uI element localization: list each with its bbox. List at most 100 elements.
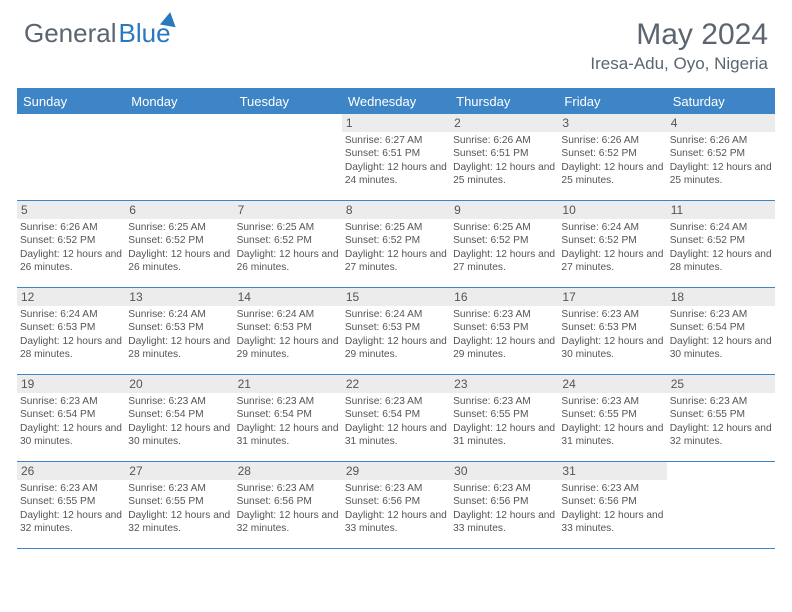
sunset-line: Sunset: 6:54 PM: [128, 408, 230, 421]
empty-cell: [667, 462, 775, 480]
sunrise-line: Sunrise: 6:23 AM: [237, 395, 339, 408]
sunset-line: Sunset: 6:51 PM: [345, 147, 447, 160]
sunrise-line: Sunrise: 6:25 AM: [453, 221, 555, 234]
week-row: 19Sunrise: 6:23 AMSunset: 6:54 PMDayligh…: [17, 375, 775, 462]
daylight-line: Daylight: 12 hours and 30 minutes.: [561, 335, 663, 362]
sunset-line: Sunset: 6:53 PM: [128, 321, 230, 334]
day-number: 11: [667, 201, 775, 219]
calendar-cell: 23Sunrise: 6:23 AMSunset: 6:55 PMDayligh…: [450, 375, 558, 461]
sunrise-line: Sunrise: 6:24 AM: [561, 221, 663, 234]
calendar-cell: 11Sunrise: 6:24 AMSunset: 6:52 PMDayligh…: [667, 201, 775, 287]
calendar-cell: 17Sunrise: 6:23 AMSunset: 6:53 PMDayligh…: [558, 288, 666, 374]
cell-body: Sunrise: 6:24 AMSunset: 6:53 PMDaylight:…: [125, 306, 233, 366]
day-number: 24: [558, 375, 666, 393]
day-number: 7: [234, 201, 342, 219]
sunrise-line: Sunrise: 6:24 AM: [20, 308, 122, 321]
sunrise-line: Sunrise: 6:24 AM: [237, 308, 339, 321]
cell-body: Sunrise: 6:23 AMSunset: 6:54 PMDaylight:…: [17, 393, 125, 453]
sunrise-line: Sunrise: 6:26 AM: [20, 221, 122, 234]
header: General Blue May 2024 Iresa-Adu, Oyo, Ni…: [0, 0, 792, 82]
calendar-cell: 2Sunrise: 6:26 AMSunset: 6:51 PMDaylight…: [450, 114, 558, 200]
day-header: Thursday: [450, 90, 558, 114]
sunrise-line: Sunrise: 6:24 AM: [128, 308, 230, 321]
daylight-line: Daylight: 12 hours and 31 minutes.: [561, 422, 663, 449]
daylight-line: Daylight: 12 hours and 26 minutes.: [20, 248, 122, 275]
week-row: 5Sunrise: 6:26 AMSunset: 6:52 PMDaylight…: [17, 201, 775, 288]
calendar-cell: 30Sunrise: 6:23 AMSunset: 6:56 PMDayligh…: [450, 462, 558, 548]
day-number: 8: [342, 201, 450, 219]
calendar-cell: 13Sunrise: 6:24 AMSunset: 6:53 PMDayligh…: [125, 288, 233, 374]
cell-body: Sunrise: 6:26 AMSunset: 6:52 PMDaylight:…: [17, 219, 125, 279]
sunset-line: Sunset: 6:52 PM: [670, 234, 772, 247]
sunrise-line: Sunrise: 6:23 AM: [345, 482, 447, 495]
day-number: 13: [125, 288, 233, 306]
daylight-line: Daylight: 12 hours and 26 minutes.: [237, 248, 339, 275]
calendar-cell: 27Sunrise: 6:23 AMSunset: 6:55 PMDayligh…: [125, 462, 233, 548]
sunrise-line: Sunrise: 6:26 AM: [670, 134, 772, 147]
sunrise-line: Sunrise: 6:24 AM: [670, 221, 772, 234]
cell-body: Sunrise: 6:23 AMSunset: 6:56 PMDaylight:…: [234, 480, 342, 540]
day-number: 31: [558, 462, 666, 480]
cell-body: Sunrise: 6:23 AMSunset: 6:55 PMDaylight:…: [558, 393, 666, 453]
location: Iresa-Adu, Oyo, Nigeria: [590, 54, 768, 74]
day-header: Sunday: [17, 90, 125, 114]
sunrise-line: Sunrise: 6:23 AM: [453, 482, 555, 495]
daylight-line: Daylight: 12 hours and 29 minutes.: [237, 335, 339, 362]
sunset-line: Sunset: 6:55 PM: [20, 495, 122, 508]
calendar-cell: 16Sunrise: 6:23 AMSunset: 6:53 PMDayligh…: [450, 288, 558, 374]
calendar-cell: 8Sunrise: 6:25 AMSunset: 6:52 PMDaylight…: [342, 201, 450, 287]
sunrise-line: Sunrise: 6:23 AM: [128, 482, 230, 495]
daylight-line: Daylight: 12 hours and 31 minutes.: [453, 422, 555, 449]
day-number: 12: [17, 288, 125, 306]
cell-body: Sunrise: 6:23 AMSunset: 6:56 PMDaylight:…: [342, 480, 450, 540]
day-number: 2: [450, 114, 558, 132]
daylight-line: Daylight: 12 hours and 26 minutes.: [128, 248, 230, 275]
sunrise-line: Sunrise: 6:23 AM: [561, 482, 663, 495]
day-number: 29: [342, 462, 450, 480]
sunset-line: Sunset: 6:51 PM: [453, 147, 555, 160]
calendar-cell: [17, 114, 125, 200]
calendar-cell: 10Sunrise: 6:24 AMSunset: 6:52 PMDayligh…: [558, 201, 666, 287]
cell-body: Sunrise: 6:25 AMSunset: 6:52 PMDaylight:…: [450, 219, 558, 279]
calendar-cell: 7Sunrise: 6:25 AMSunset: 6:52 PMDaylight…: [234, 201, 342, 287]
sunset-line: Sunset: 6:52 PM: [128, 234, 230, 247]
month-title: May 2024: [590, 18, 768, 52]
cell-body: Sunrise: 6:23 AMSunset: 6:53 PMDaylight:…: [558, 306, 666, 366]
day-number: 6: [125, 201, 233, 219]
cell-body: Sunrise: 6:23 AMSunset: 6:55 PMDaylight:…: [125, 480, 233, 540]
sunrise-line: Sunrise: 6:23 AM: [670, 395, 772, 408]
sunset-line: Sunset: 6:55 PM: [561, 408, 663, 421]
daylight-line: Daylight: 12 hours and 33 minutes.: [345, 509, 447, 536]
daylight-line: Daylight: 12 hours and 27 minutes.: [561, 248, 663, 275]
daylight-line: Daylight: 12 hours and 24 minutes.: [345, 161, 447, 188]
week-row: 1Sunrise: 6:27 AMSunset: 6:51 PMDaylight…: [17, 114, 775, 201]
day-number: 5: [17, 201, 125, 219]
sunset-line: Sunset: 6:53 PM: [453, 321, 555, 334]
daylight-line: Daylight: 12 hours and 28 minutes.: [128, 335, 230, 362]
sunset-line: Sunset: 6:52 PM: [237, 234, 339, 247]
sunrise-line: Sunrise: 6:23 AM: [561, 308, 663, 321]
cell-body: Sunrise: 6:23 AMSunset: 6:54 PMDaylight:…: [667, 306, 775, 366]
sunset-line: Sunset: 6:55 PM: [128, 495, 230, 508]
sunset-line: Sunset: 6:54 PM: [237, 408, 339, 421]
cell-body: Sunrise: 6:23 AMSunset: 6:54 PMDaylight:…: [125, 393, 233, 453]
sunset-line: Sunset: 6:52 PM: [453, 234, 555, 247]
sunset-line: Sunset: 6:53 PM: [345, 321, 447, 334]
daylight-line: Daylight: 12 hours and 29 minutes.: [453, 335, 555, 362]
day-number: 18: [667, 288, 775, 306]
calendar-cell: 15Sunrise: 6:24 AMSunset: 6:53 PMDayligh…: [342, 288, 450, 374]
daylight-line: Daylight: 12 hours and 30 minutes.: [128, 422, 230, 449]
day-header: Saturday: [667, 90, 775, 114]
cell-body: Sunrise: 6:23 AMSunset: 6:56 PMDaylight:…: [558, 480, 666, 540]
calendar-cell: 9Sunrise: 6:25 AMSunset: 6:52 PMDaylight…: [450, 201, 558, 287]
daylight-line: Daylight: 12 hours and 29 minutes.: [345, 335, 447, 362]
daylight-line: Daylight: 12 hours and 30 minutes.: [20, 422, 122, 449]
sunrise-line: Sunrise: 6:23 AM: [128, 395, 230, 408]
sunrise-line: Sunrise: 6:24 AM: [345, 308, 447, 321]
calendar-cell: 5Sunrise: 6:26 AMSunset: 6:52 PMDaylight…: [17, 201, 125, 287]
cell-body: Sunrise: 6:23 AMSunset: 6:53 PMDaylight:…: [450, 306, 558, 366]
calendar-cell: 26Sunrise: 6:23 AMSunset: 6:55 PMDayligh…: [17, 462, 125, 548]
calendar-cell: [667, 462, 775, 548]
daylight-line: Daylight: 12 hours and 32 minutes.: [128, 509, 230, 536]
calendar-cell: 12Sunrise: 6:24 AMSunset: 6:53 PMDayligh…: [17, 288, 125, 374]
